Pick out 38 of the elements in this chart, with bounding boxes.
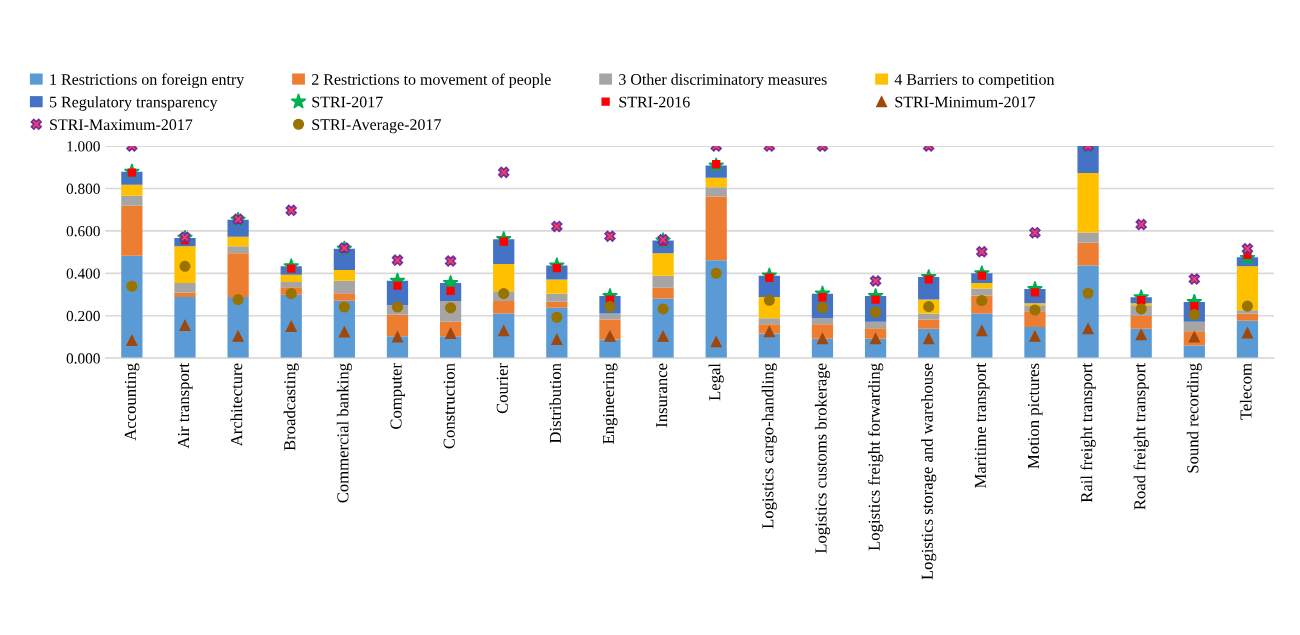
legend-label: 4 Barriers to competition [894,74,1055,89]
y-tick-label: 0.200 [66,310,100,322]
y-tick-label: 0.400 [66,268,100,279]
x-tick-label: Courier [496,363,508,414]
x-tick-label: Engineering [602,363,618,444]
x-tick-label: Legal [708,363,724,401]
legend-label: 3 Other discriminatory measures [619,73,827,89]
x-tick-label: Commercial banking [336,363,352,503]
x-tick-label: Logistics cargo-handling [761,363,777,529]
x-tick-label: Telecom [1239,363,1252,420]
x-tick-label: Logistics storage and warehouse [921,363,937,580]
y-tick-label: 1.000 [67,141,100,152]
x-tick-label: Motion pictures [1027,363,1043,469]
legend-label: 1 Restrictions on foreign entry [50,73,245,89]
legend-label: 2 Restrictions to movement of people [312,73,551,89]
legend-label: STRI-Average-2017 [312,119,441,134]
legend-label: 5 Regulatory transparency [49,96,218,111]
y-tick-label: 0.800 [66,183,100,194]
legend-label: STRI-Minimum-2017 [895,96,1036,108]
x-tick-label: Distribution [549,363,562,444]
x-tick-label: Rail freight transport [1080,363,1096,503]
legend-label: STRI-2017 [312,96,383,108]
x-tick-label: Architecture [230,363,243,447]
x-tick-label: Construction [443,363,455,449]
x-tick-label: Logistics freight forwarding [867,363,884,551]
x-tick-label: Broadcasting [283,363,299,451]
x-tick-label: Computer [390,363,406,429]
legend-label: STRI-Maximum-2017 [50,119,193,131]
x-tick-label: Logistics customs brokerage [814,363,831,554]
x-tick-label: Accounting [124,363,140,441]
legend-label: STRI-2016 [619,96,690,108]
x-tick-label: Maritime transport [974,363,990,488]
y-tick-label: 0.600 [66,226,100,237]
x-tick-label: Road freight transport [1133,363,1149,510]
y-tick-label: 0.000 [66,353,100,364]
x-tick-label: Air transport [177,363,193,449]
x-tick-label: Insurance [656,363,668,428]
x-tick-label: Sound recording [1186,363,1202,473]
